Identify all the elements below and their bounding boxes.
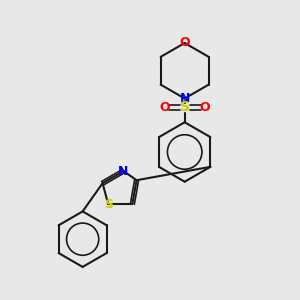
Text: O: O bbox=[160, 101, 170, 114]
Text: S: S bbox=[104, 197, 113, 211]
Text: N: N bbox=[118, 165, 129, 178]
Text: N: N bbox=[179, 92, 190, 105]
Text: O: O bbox=[179, 37, 190, 50]
Text: S: S bbox=[180, 100, 190, 114]
Text: O: O bbox=[199, 101, 210, 114]
